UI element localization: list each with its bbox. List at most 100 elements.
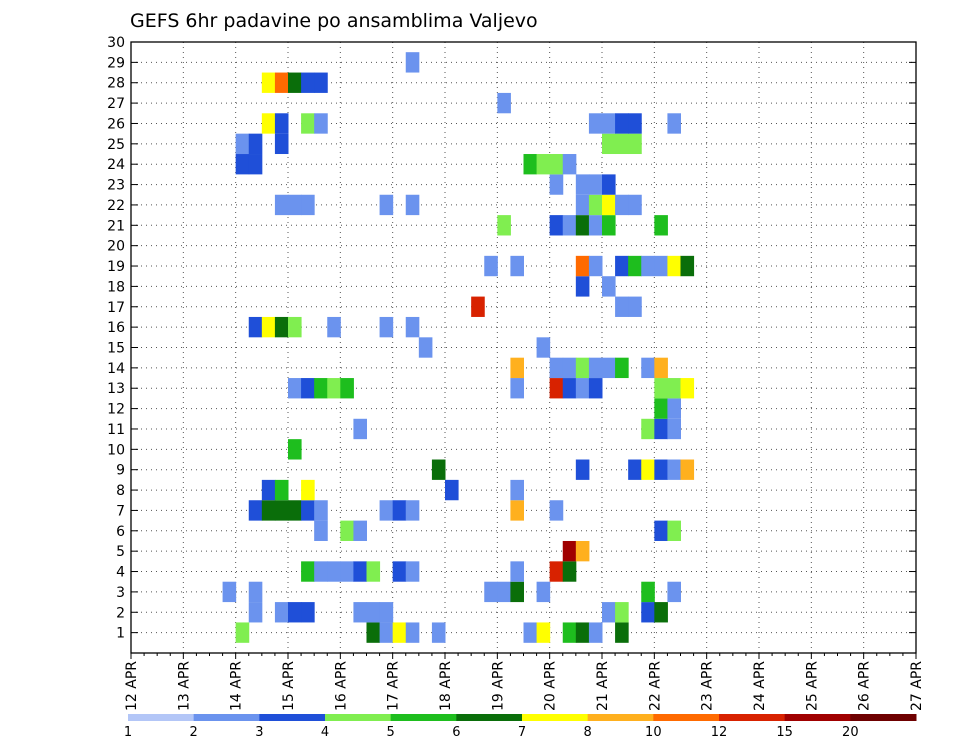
data-cell [274, 194, 289, 216]
x-tick-label: 26 APR [857, 661, 873, 711]
data-cell [261, 113, 276, 134]
data-cell [575, 357, 590, 379]
x-tick-label: 25 APR [804, 661, 820, 711]
data-cell [615, 255, 629, 277]
y-tick-label: 18 [107, 279, 125, 295]
data-cell [274, 316, 289, 338]
data-cell [549, 154, 564, 175]
data-cell [667, 398, 681, 419]
data-cell [588, 194, 603, 216]
data-cell [562, 378, 577, 399]
legend-label: 5 [387, 725, 395, 740]
legend-label: 7 [518, 725, 526, 740]
y-tick-label: 4 [116, 565, 125, 581]
data-cell [641, 418, 655, 440]
data-cell [588, 215, 603, 236]
legend-label: 20 [842, 725, 859, 740]
data-cell [641, 357, 655, 379]
data-cell [405, 194, 420, 216]
data-cell [301, 561, 315, 582]
data-cells [222, 52, 695, 643]
data-cell [667, 378, 681, 399]
data-cell [615, 357, 629, 379]
x-tick-label: 12 APR [124, 661, 140, 711]
data-cell [602, 133, 616, 155]
data-cell [274, 113, 289, 134]
data-cell [248, 602, 263, 623]
data-cell [602, 174, 616, 195]
data-cell [497, 581, 511, 603]
legend-swatch [719, 714, 786, 721]
data-cell [353, 520, 367, 541]
data-cell [562, 357, 577, 379]
data-cell [274, 479, 289, 501]
data-cell [314, 72, 328, 93]
data-cell [379, 194, 394, 216]
data-cell [301, 500, 315, 521]
data-cell [588, 378, 603, 399]
data-cell [340, 378, 354, 399]
data-cell [288, 439, 302, 460]
legend-swatch [325, 714, 392, 721]
data-cell [405, 316, 420, 338]
y-tick-label: 14 [107, 361, 125, 377]
data-cell [588, 255, 603, 277]
data-cell [654, 418, 668, 440]
x-tick-label: 20 APR [543, 661, 559, 711]
data-cell [536, 622, 551, 643]
y-tick-label: 6 [116, 524, 125, 540]
y-tick-label: 10 [107, 442, 125, 458]
data-cell [379, 316, 394, 338]
y-tick-label: 20 [107, 239, 125, 255]
data-cell [405, 561, 420, 582]
x-tick-label: 27 APR [909, 661, 925, 711]
data-cell [235, 133, 250, 155]
data-cell [523, 622, 538, 643]
y-tick-label: 30 [107, 35, 125, 51]
y-tick-label: 26 [107, 116, 125, 132]
data-cell [549, 174, 564, 195]
data-cell [471, 296, 485, 317]
data-cell [497, 215, 511, 236]
data-cell [314, 561, 328, 582]
data-cell [405, 500, 420, 521]
data-cell [654, 215, 668, 236]
data-cell [615, 602, 629, 623]
x-tick-label: 17 APR [386, 661, 402, 711]
data-cell [261, 72, 276, 93]
data-cell [654, 520, 668, 541]
data-cell [654, 255, 668, 277]
data-cell [235, 154, 250, 175]
y-tick-label: 2 [116, 605, 125, 621]
data-cell [261, 500, 276, 521]
data-cell [575, 622, 590, 643]
x-tick-label: 23 APR [700, 661, 716, 711]
data-cell [588, 357, 603, 379]
x-tick-label: 15 APR [281, 661, 297, 711]
data-cell [366, 561, 381, 582]
legend-swatch [259, 714, 326, 721]
legend-label: 4 [321, 725, 329, 740]
data-cell [549, 215, 564, 236]
x-tick-label: 16 APR [333, 661, 349, 711]
data-cell [628, 194, 642, 216]
data-cell [575, 215, 590, 236]
data-cell [274, 72, 289, 93]
data-cell [405, 622, 420, 643]
data-cell [510, 500, 524, 521]
x-tick-label: 24 APR [752, 661, 768, 711]
data-cell [392, 622, 407, 643]
data-cell [301, 479, 315, 501]
data-cell [628, 133, 642, 155]
y-tick-label: 8 [116, 483, 125, 499]
legend-label: 1 [124, 725, 132, 740]
y-tick-label: 13 [107, 381, 125, 397]
x-tick-label: 13 APR [176, 661, 192, 711]
y-tick-label: 5 [116, 544, 125, 560]
legend-swatch [784, 714, 851, 721]
data-cell [602, 113, 616, 134]
data-cell [353, 602, 367, 623]
data-cell [405, 52, 420, 73]
data-cell [235, 622, 250, 643]
